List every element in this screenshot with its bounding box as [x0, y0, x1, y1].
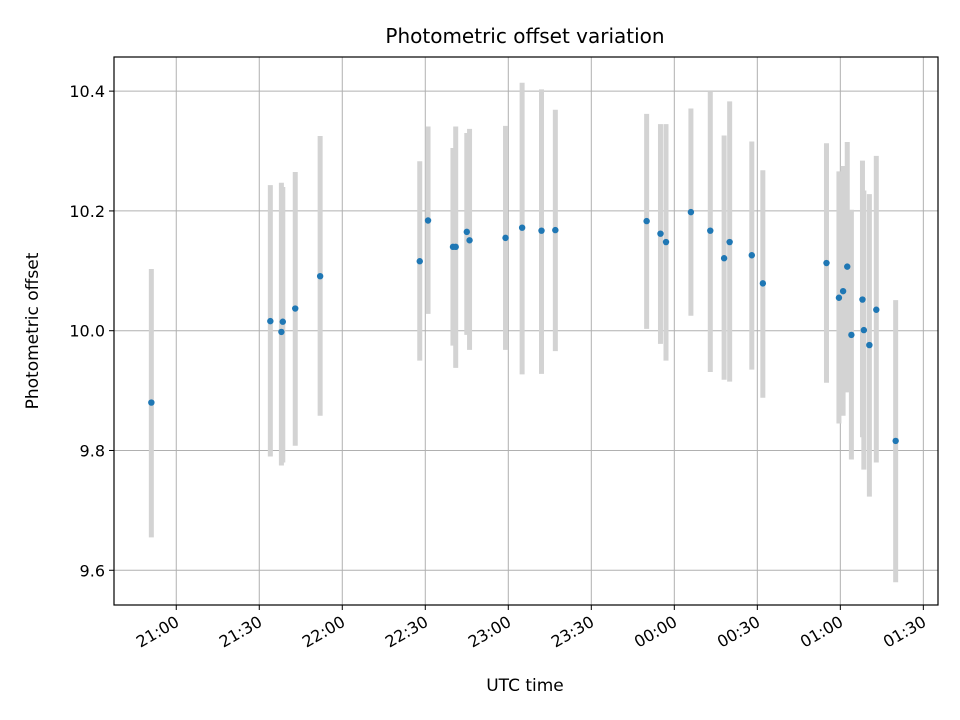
- chart-title: Photometric offset variation: [385, 24, 664, 48]
- data-point: [726, 238, 733, 246]
- data-point: [839, 287, 847, 295]
- data-point: [278, 328, 285, 336]
- data-point: [848, 331, 855, 339]
- data-point: [452, 243, 459, 251]
- data-point: [518, 224, 526, 231]
- data-point: [844, 263, 851, 270]
- data-point: [657, 230, 664, 237]
- data-point: [424, 217, 432, 224]
- data-point: [892, 437, 899, 445]
- data-point: [823, 259, 830, 267]
- data-point: [720, 255, 728, 262]
- data-point: [466, 237, 473, 244]
- data-point: [148, 399, 155, 406]
- data-point: [759, 280, 767, 287]
- y-tick-label: 9.6: [80, 561, 105, 580]
- data-point: [835, 294, 843, 301]
- y-tick-label: 10.2: [69, 202, 105, 221]
- data-point: [279, 318, 286, 325]
- y-tick-label: 10.4: [69, 82, 105, 101]
- y-axis-ticks: 9.6 9.8 10.0 10.2 10.4: [69, 82, 114, 580]
- grid-lines: [114, 57, 938, 605]
- data-point: [416, 258, 423, 265]
- y-tick-label: 9.8: [80, 441, 105, 460]
- data-point: [687, 208, 695, 216]
- data-markers: [148, 208, 899, 445]
- data-point: [292, 305, 299, 312]
- y-axis-label: Photometric offset: [23, 252, 43, 409]
- data-point: [552, 226, 559, 234]
- data-point: [873, 306, 880, 313]
- data-point: [538, 227, 545, 234]
- data-point: [463, 228, 470, 236]
- data-point: [859, 296, 866, 303]
- x-axis-label: UTC time: [486, 676, 564, 696]
- data-point: [860, 326, 868, 334]
- data-point: [748, 252, 755, 259]
- data-point: [643, 217, 650, 225]
- y-tick-label: 10.0: [69, 322, 105, 341]
- data-point: [267, 317, 274, 325]
- data-point: [662, 238, 670, 246]
- data-point: [316, 273, 324, 280]
- data-point: [502, 234, 509, 242]
- data-point: [866, 341, 873, 349]
- data-point: [707, 227, 714, 234]
